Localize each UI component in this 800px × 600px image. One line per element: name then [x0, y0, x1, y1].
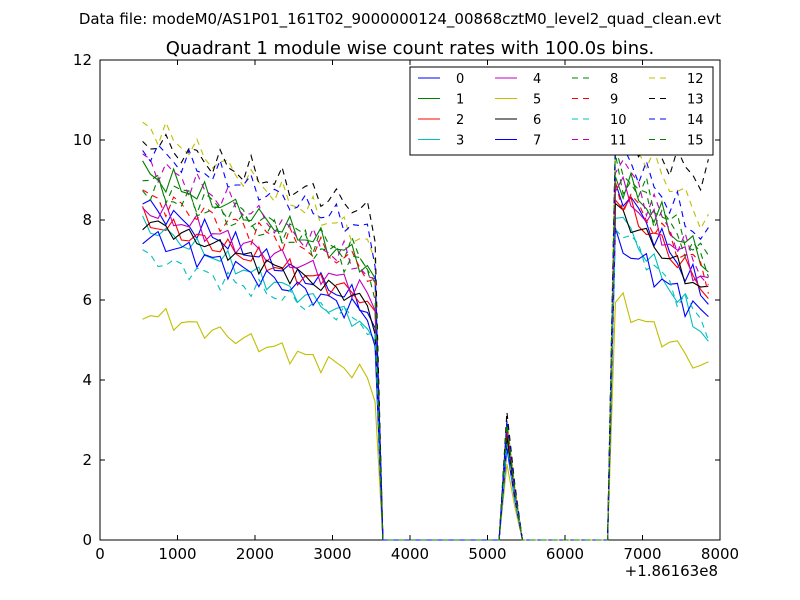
y-tick-label: 8 [82, 211, 92, 229]
y-tick-label: 4 [82, 371, 92, 389]
legend-box [409, 66, 714, 156]
x-tick-label: 8000 [701, 545, 739, 563]
y-tick-label: 10 [73, 131, 92, 149]
x-tick-label: 0 [95, 545, 105, 563]
legend-label-9: 9 [610, 93, 618, 108]
legend-label-15: 15 [687, 134, 704, 149]
series-line-4 [142, 175, 709, 541]
y-tick-label: 6 [82, 291, 92, 309]
legend-label-0: 0 [456, 72, 464, 87]
x-tick-label: 5000 [468, 545, 506, 563]
series-line-15 [142, 146, 709, 541]
series-line-10 [142, 228, 709, 541]
x-tick-label: 1000 [158, 545, 196, 563]
legend-label-2: 2 [456, 113, 464, 128]
legend-label-6: 6 [533, 113, 541, 128]
legend-label-14: 14 [687, 113, 704, 128]
ticks-layer: 0 1000 2000 3000 4000 5000 6000 7000 80000246810… [73, 51, 739, 563]
x-tick-label: 4000 [391, 545, 429, 563]
series-line-3 [142, 215, 709, 541]
series-line-7 [142, 227, 709, 541]
x-tick-label: 2000 [236, 545, 274, 563]
x-offset-label: +1.86163e8 [625, 562, 718, 580]
legend-label-4: 4 [533, 72, 541, 87]
chart-title: Quadrant 1 module wise count rates with … [166, 38, 655, 59]
series-line-13 [142, 118, 709, 541]
legend-label-12: 12 [687, 72, 704, 87]
y-tick-label: 2 [82, 451, 92, 469]
series-line-14 [142, 134, 709, 541]
series-line-5 [142, 291, 709, 541]
series-layer [142, 115, 709, 541]
y-tick-label: 12 [73, 51, 92, 69]
legend-label-13: 13 [687, 93, 704, 108]
legend-label-7: 7 [533, 134, 541, 149]
legend-label-1: 1 [456, 93, 464, 108]
legend-label-5: 5 [533, 93, 541, 108]
legend-label-3: 3 [456, 134, 464, 149]
figure-suptitle: Data file: modeM0/AS1P01_161T02_90000001… [79, 10, 721, 29]
legend-label-8: 8 [610, 72, 618, 87]
series-line-12 [142, 115, 709, 541]
x-tick-label: 3000 [313, 545, 351, 563]
series-line-9 [142, 181, 709, 541]
y-tick-label: 0 [82, 531, 92, 549]
x-tick-label: 7000 [623, 545, 661, 563]
legend-label-11: 11 [610, 134, 627, 149]
x-tick-label: 6000 [546, 545, 584, 563]
legend-label-10: 10 [610, 113, 627, 128]
series-line-0 [142, 182, 709, 541]
